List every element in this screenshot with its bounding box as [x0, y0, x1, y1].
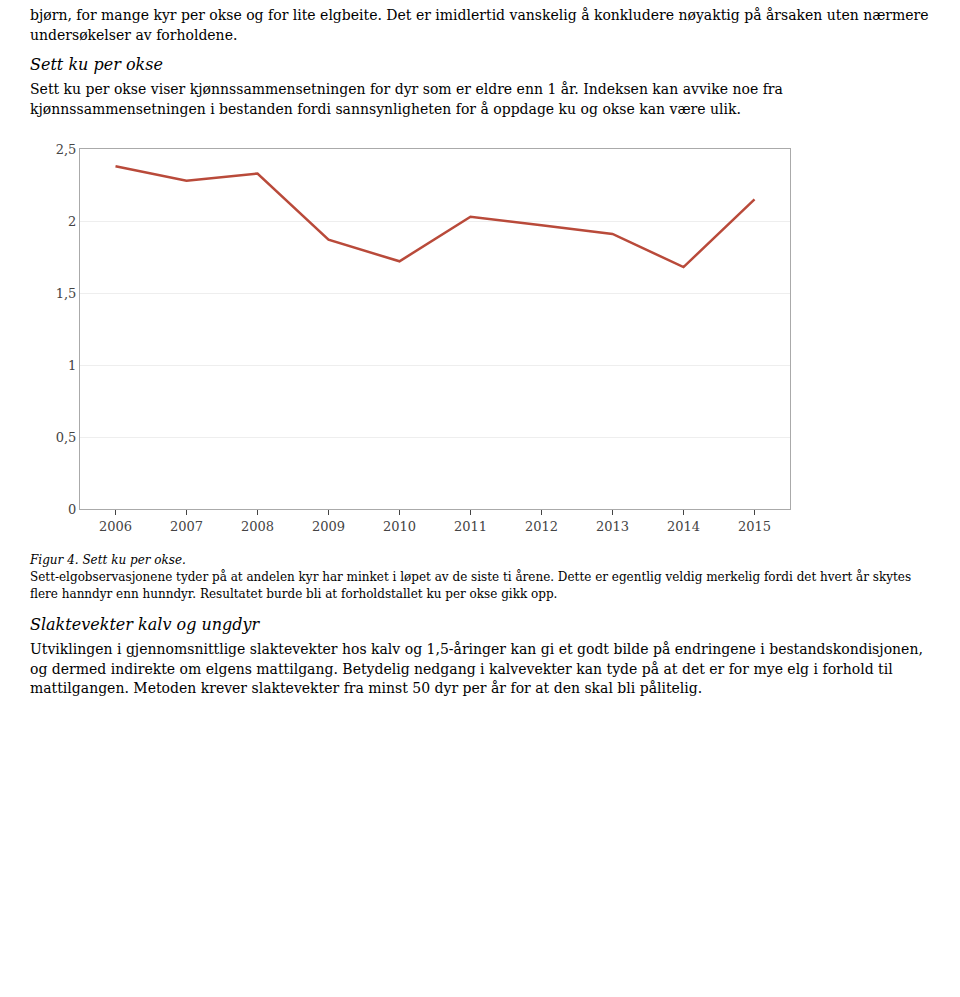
html-text:bjørn, for mange kyr per okse: bjørn, for mange kyr per okse og for lit…: [30, 7, 929, 43]
svg-text:2011: 2011: [454, 519, 487, 534]
svg-text:2010: 2010: [383, 519, 416, 534]
svg-text:1,5: 1,5: [56, 286, 77, 301]
svg-text:2015: 2015: [738, 519, 771, 534]
svg-text:2014: 2014: [667, 519, 700, 534]
html-text:Utviklingen i gjennomsnittlige: Utviklingen i gjennomsnittlige slaktevek…: [30, 641, 923, 697]
html-text:Figur 4. Sett ku per okse.: Figur 4. Sett ku per okse.: [30, 553, 186, 568]
html-text:Slaktevekter kalv og ungdyr: Slaktevekter kalv og ungdyr: [30, 615, 260, 634]
svg-text:0,5: 0,5: [56, 430, 77, 445]
svg-text:2013: 2013: [596, 519, 629, 534]
svg-text:1: 1: [68, 358, 76, 373]
svg-text:0: 0: [68, 502, 76, 517]
svg-text:2,5: 2,5: [56, 142, 77, 157]
svg-text:2009: 2009: [312, 519, 345, 534]
html-text:Sett ku per okse viser kjønnss: Sett ku per okse viser kjønnssammensetni…: [30, 81, 783, 117]
svg-text:2007: 2007: [170, 519, 203, 534]
svg-text:2012: 2012: [525, 519, 558, 534]
svg-text:2008: 2008: [241, 519, 274, 534]
svg-text:2: 2: [68, 214, 76, 229]
html-text:Sett ku per okse: Sett ku per okse: [30, 55, 163, 75]
html-text:Sett-elgobservasjonene tyder p: Sett-elgobservasjonene tyder på at andel…: [30, 570, 911, 602]
svg-text:2006: 2006: [99, 519, 132, 534]
